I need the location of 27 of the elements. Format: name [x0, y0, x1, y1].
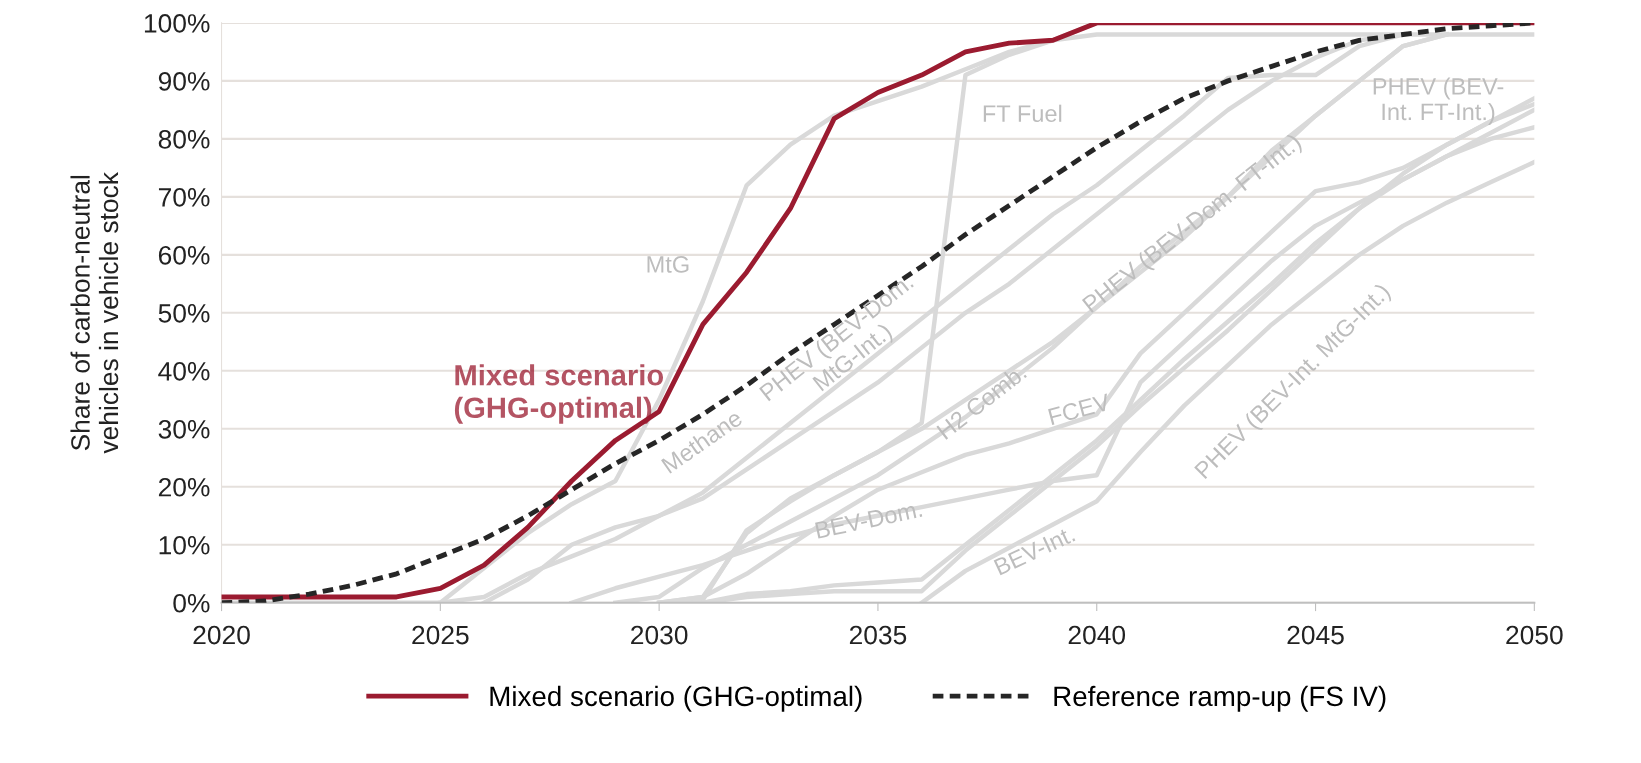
annotation: Mixed scenario (GHG-optimal)	[454, 364, 664, 424]
text: FCEV	[1048, 393, 1112, 426]
legend-label: Reference ramp-up (FS IV)	[1054, 685, 1386, 712]
y-tick-label: 30%	[158, 419, 210, 439]
y-tick-label: 80%	[158, 130, 210, 149]
x-tick-label: 2025	[412, 625, 469, 645]
x-tick-label: 2035	[849, 625, 907, 645]
series-label: FT Fuel	[983, 104, 1062, 123]
x-tick-label: 2045	[1287, 625, 1344, 645]
series-label: MtG	[647, 256, 689, 273]
x-tick-label: 2050	[1506, 625, 1563, 645]
x-tick-label: 2040	[1068, 625, 1126, 645]
y-tick-label: 100%	[144, 14, 210, 33]
x-tick-label: 2030	[631, 625, 688, 645]
text: BEV-Dom.	[815, 500, 923, 539]
y-tick-label: 70%	[158, 187, 210, 207]
y-tick-label: 10%	[159, 535, 210, 555]
legend-label: Mixed scenario (GHG-optimal)	[490, 685, 862, 712]
y-axis-title: Share of carbon-neutral vehicles in vehicle stock	[70, 171, 119, 454]
x-tick-label: 2020	[193, 625, 250, 645]
series-label: PHEV (BEV- Int. FT-Int.)	[1373, 77, 1504, 125]
y-tick-label: 50%	[158, 303, 210, 323]
y-tick-label: 60%	[158, 245, 210, 265]
y-tick-label: 40%	[158, 361, 210, 381]
y-tick-label: 20%	[158, 477, 210, 497]
y-tick-label: 0%	[173, 593, 210, 613]
y-tick-label: 90%	[158, 72, 210, 91]
